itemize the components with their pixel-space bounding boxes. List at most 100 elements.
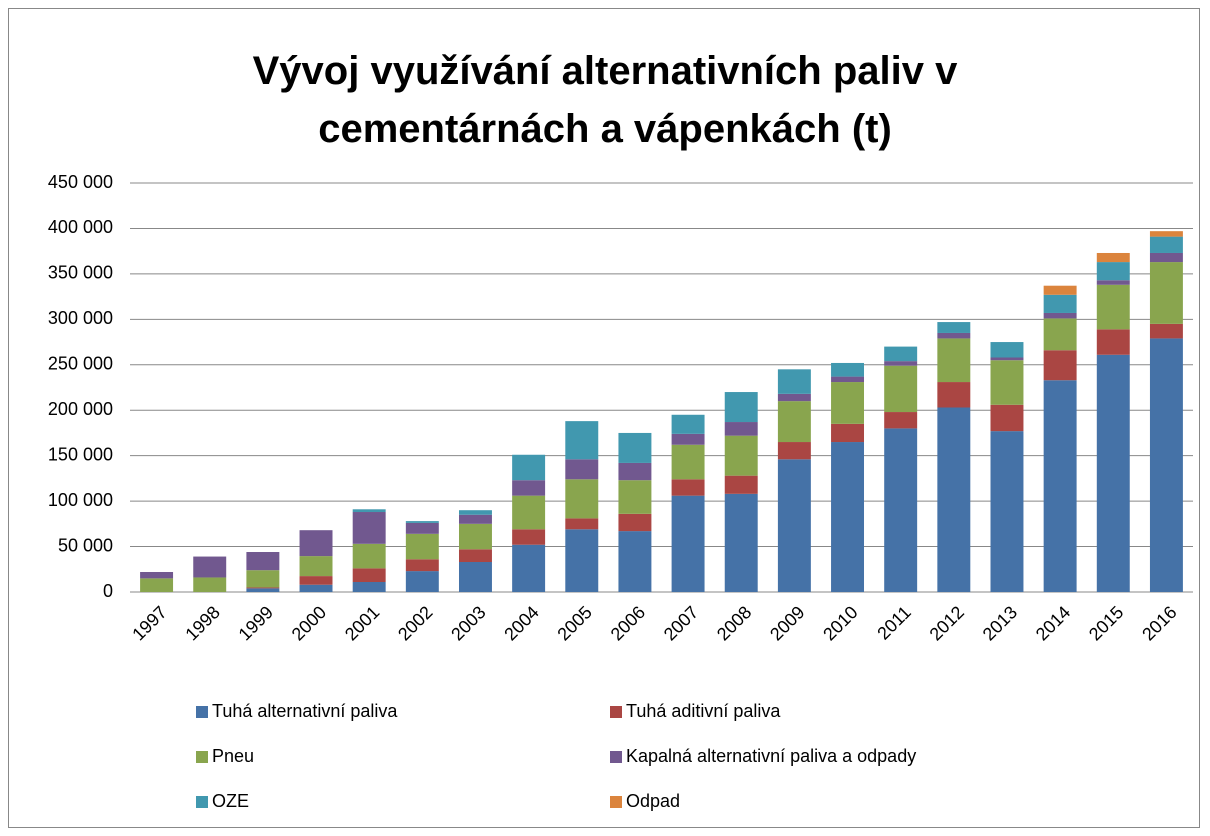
bar-segment xyxy=(246,588,280,592)
bar-segment xyxy=(990,360,1024,405)
bar-segment xyxy=(724,392,758,423)
bar-segment xyxy=(831,376,865,383)
legend-label: Tuhá alternativní paliva xyxy=(212,701,398,721)
bar-segment xyxy=(1149,236,1183,253)
bar-segment xyxy=(724,475,758,494)
legend-label: Pneu xyxy=(212,746,254,766)
bar-segment xyxy=(1149,338,1183,592)
bar-segment xyxy=(1043,380,1077,592)
bar-segment xyxy=(405,559,439,572)
bar-segment xyxy=(990,431,1024,592)
bar-segment xyxy=(565,459,599,480)
bar-segment xyxy=(458,523,492,550)
legend-label: OZE xyxy=(212,791,249,811)
x-tick-label: 2006 xyxy=(607,602,649,644)
bar-segment xyxy=(937,332,971,339)
bar-segment xyxy=(671,414,705,434)
legend-swatch xyxy=(610,796,622,808)
bar-segment xyxy=(937,338,971,383)
bar-segment xyxy=(1096,252,1130,263)
bar-segment xyxy=(1096,354,1130,592)
bar-segment xyxy=(352,582,386,592)
bar-segment xyxy=(352,512,386,544)
legend-label: Tuhá aditivní paliva xyxy=(626,701,781,721)
bar-segment xyxy=(777,442,811,460)
bar-segment xyxy=(1149,323,1183,339)
bar-segment xyxy=(405,571,439,592)
bar-segment xyxy=(458,510,492,515)
bar-segment xyxy=(1149,252,1183,263)
bar-segment xyxy=(884,428,918,592)
bar-segment xyxy=(724,422,758,436)
y-tick-label: 400 000 xyxy=(48,217,113,237)
x-tick-label: 2012 xyxy=(926,602,968,644)
bar-segment xyxy=(512,480,546,496)
y-tick-label: 250 000 xyxy=(48,354,113,374)
y-tick-label: 100 000 xyxy=(48,490,113,510)
bar-segment xyxy=(990,404,1024,432)
bar-segment xyxy=(618,432,652,463)
x-tick-label: 2008 xyxy=(713,602,755,644)
bar-segment xyxy=(777,401,811,443)
bar-segment xyxy=(671,495,705,592)
bar-segment xyxy=(831,442,865,592)
bar-segment xyxy=(405,521,439,523)
bar-segment xyxy=(1043,350,1077,381)
legend-swatch xyxy=(610,751,622,763)
bar-segment xyxy=(990,357,1024,361)
bar-segment xyxy=(299,576,333,585)
x-tick-label: 2010 xyxy=(819,602,861,644)
bar-segment xyxy=(405,522,439,534)
bar-segment xyxy=(299,584,333,592)
y-tick-label: 50 000 xyxy=(58,535,113,555)
bar-segment xyxy=(1096,262,1130,281)
bar-segment xyxy=(1096,280,1130,285)
bar-segment xyxy=(246,552,280,571)
bar-segment xyxy=(831,362,865,377)
bar-segment xyxy=(937,382,971,408)
y-tick-label: 150 000 xyxy=(48,444,113,464)
bar-segment xyxy=(352,509,386,513)
bar-segment xyxy=(1043,285,1077,295)
x-tick-label: 1997 xyxy=(128,602,170,644)
x-tick-label: 2014 xyxy=(1032,602,1074,644)
legend-swatch xyxy=(196,751,208,763)
bar-segment xyxy=(937,322,971,333)
legend-swatch xyxy=(610,706,622,718)
bar-segment xyxy=(831,382,865,424)
bar-segment xyxy=(884,361,918,366)
bar-segment xyxy=(1043,318,1077,351)
legend-label: Odpad xyxy=(626,791,680,811)
bar-segment xyxy=(884,346,918,362)
bar-segment xyxy=(618,531,652,592)
x-tick-label: 2001 xyxy=(341,602,383,644)
x-tick-label: 2007 xyxy=(660,602,702,644)
bar-segment xyxy=(1096,329,1130,355)
bar-segment xyxy=(990,342,1024,358)
bar-segment xyxy=(618,462,652,481)
bar-segment xyxy=(884,412,918,429)
bar-segment xyxy=(831,423,865,443)
bar-segment xyxy=(405,533,439,560)
y-tick-label: 0 xyxy=(103,581,113,601)
bar-segment xyxy=(671,444,705,480)
bar-segment xyxy=(1149,262,1183,324)
bar-segment xyxy=(512,529,546,545)
x-tick-label: 2016 xyxy=(1138,602,1180,644)
bar-segment xyxy=(193,577,227,592)
legend-swatch xyxy=(196,796,208,808)
bar-segment xyxy=(1043,294,1077,313)
bar-segment xyxy=(937,407,971,592)
bar-segment xyxy=(458,514,492,524)
bar-segment xyxy=(724,435,758,476)
legend-label: Kapalná alternativní paliva a odpady xyxy=(626,746,916,766)
bar-segment xyxy=(724,493,758,592)
bar-segment xyxy=(140,572,174,579)
bar-segment xyxy=(618,480,652,514)
bar-segment xyxy=(193,556,227,578)
y-tick-label: 300 000 xyxy=(48,308,113,328)
x-tick-label: 2000 xyxy=(288,602,330,644)
x-tick-label: 2009 xyxy=(766,602,808,644)
